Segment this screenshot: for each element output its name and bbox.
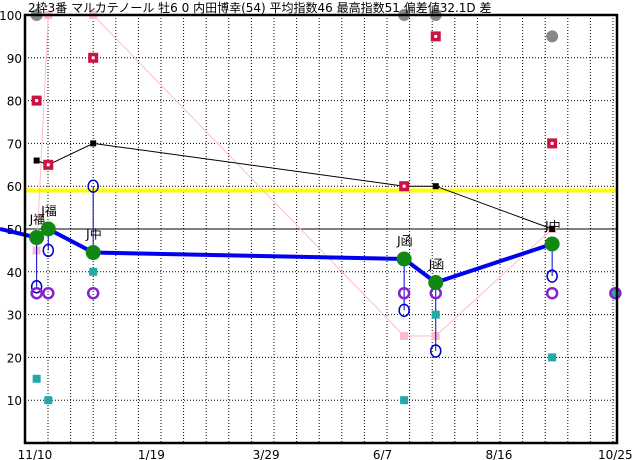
index-series-marker [396, 251, 412, 267]
y-tick-label: 70 [7, 137, 22, 151]
black-series-marker [432, 183, 439, 190]
index-point-label: J福 [40, 203, 57, 218]
blue-circle-marker [398, 303, 410, 318]
blue-circle-marker [87, 179, 99, 193]
purple-circle-marker [397, 286, 411, 300]
teal-square-marker [400, 396, 409, 405]
y-tick-label: 100 [0, 9, 22, 23]
purple-circle-marker [42, 286, 55, 300]
red-square-center [402, 184, 406, 188]
y-tick-label: 40 [7, 266, 22, 280]
y-tick-label: 80 [7, 95, 22, 109]
pink-series-line [36, 14, 553, 337]
purple-circle-marker [609, 286, 622, 300]
pink-series-marker [400, 332, 409, 340]
plot-frame [23, 13, 619, 445]
teal-square-marker [32, 374, 41, 383]
blue-circle-marker [546, 269, 558, 283]
blue-circle-marker [42, 243, 55, 258]
teal-square-marker [44, 396, 53, 405]
red-square-center [46, 163, 50, 167]
x-tick-label: 1/19 [138, 448, 165, 460]
y-tick-label: 60 [7, 180, 22, 194]
index-series-marker [428, 275, 444, 290]
black-series-marker [33, 157, 40, 164]
x-tick-label: 6/7 [373, 448, 392, 460]
purple-circle-marker [30, 286, 43, 300]
gray-circle-marker [546, 30, 559, 43]
y-tick-label: 20 [7, 351, 22, 365]
x-tick-label: 8/16 [485, 448, 512, 460]
red-square-center [35, 99, 39, 103]
purple-circle-marker [545, 286, 559, 300]
red-square-center [434, 34, 438, 38]
index-series-marker [40, 221, 56, 237]
red-square-center [550, 141, 554, 145]
x-tick-label: 3/29 [253, 448, 280, 460]
purple-circle-marker [86, 286, 100, 300]
index-point-label: J中 [85, 227, 102, 242]
teal-square-marker [89, 267, 98, 276]
x-tick-label: 11/10 [18, 448, 53, 460]
teal-square-marker [611, 289, 620, 298]
chart-title: 2枠3番 マルカテノール 牡6 0 内田博幸(54) 平均指数46 最高指数51… [28, 1, 492, 15]
index-point-label: J中 [544, 218, 561, 233]
y-tick-label: 10 [7, 394, 22, 408]
blue-circle-marker [30, 280, 43, 294]
teal-square-marker [548, 353, 557, 362]
red-square-center [91, 56, 95, 60]
index-point-label: J福 [29, 212, 46, 227]
index-series-marker [85, 245, 101, 261]
index-series-marker [29, 230, 45, 246]
x-tick-label: 10/25 [598, 448, 632, 460]
index-series-marker [544, 236, 560, 252]
index-point-label: J函 [428, 258, 445, 272]
black-series-marker [549, 226, 556, 232]
index-series-line [0, 226, 553, 285]
black-series-marker [90, 140, 97, 147]
y-tick-label: 90 [7, 52, 22, 66]
black-series-line [36, 142, 553, 230]
blue-circle-marker [429, 344, 442, 358]
index-point-label: J函 [396, 234, 413, 248]
y-tick-label: 30 [7, 309, 22, 323]
teal-square-marker [431, 310, 440, 319]
